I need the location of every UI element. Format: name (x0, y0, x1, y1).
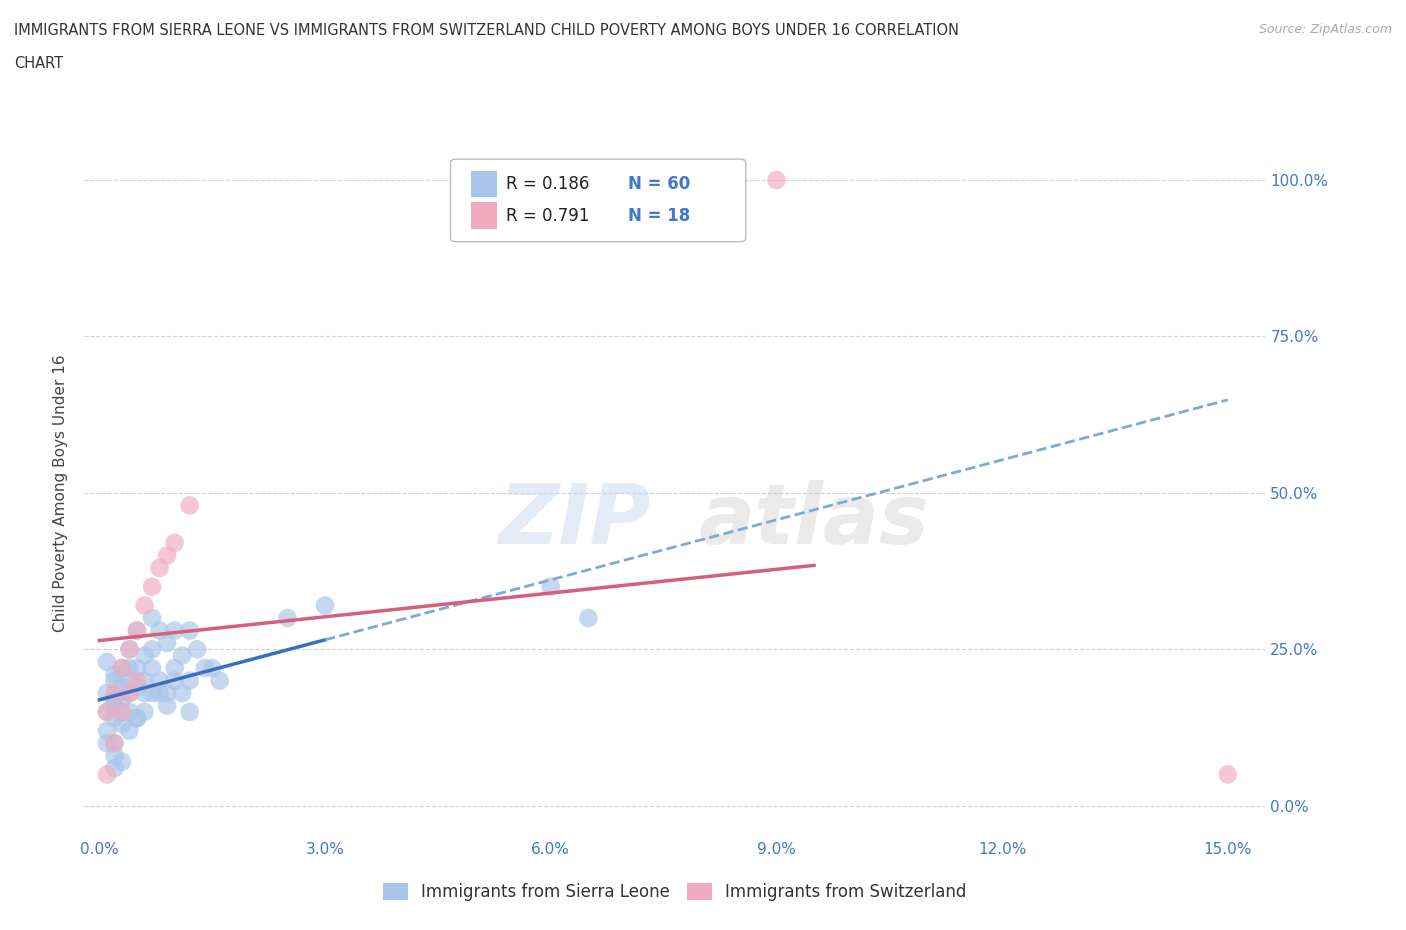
Point (125, 623, 148, 638)
Point (111, 660, 134, 675)
FancyBboxPatch shape (450, 159, 745, 242)
Point (149, 561, 172, 576)
Point (179, 623, 201, 638)
Text: ZIP: ZIP (499, 480, 651, 561)
Point (201, 660, 224, 675)
Point (149, 623, 172, 638)
Point (96, 655, 118, 670)
Point (125, 673, 148, 688)
Point (103, 749, 125, 764)
Point (111, 704, 134, 719)
Point (134, 685, 156, 700)
Text: Source: ZipAtlas.com: Source: ZipAtlas.com (1258, 23, 1392, 36)
Point (134, 598, 156, 613)
Point (163, 623, 186, 638)
Y-axis label: Child Poverty Among Boys Under 16: Child Poverty Among Boys Under 16 (53, 354, 69, 631)
Point (118, 642, 141, 657)
Point (96, 767, 118, 782)
Point (118, 724, 141, 738)
Point (103, 673, 125, 688)
Point (111, 660, 134, 675)
Point (179, 704, 201, 719)
Point (96, 724, 118, 738)
Text: N = 18: N = 18 (627, 206, 690, 224)
Text: IMMIGRANTS FROM SIERRA LEONE VS IMMIGRANTS FROM SWITZERLAND CHILD POVERTY AMONG : IMMIGRANTS FROM SIERRA LEONE VS IMMIGRAN… (14, 23, 959, 38)
Point (111, 717, 134, 732)
Point (163, 673, 186, 688)
Point (96, 704, 118, 719)
Point (125, 660, 148, 675)
Point (765, 173, 787, 188)
Point (125, 711, 148, 725)
Point (118, 660, 141, 675)
Point (1216, 767, 1239, 782)
Point (96, 736, 118, 751)
Point (208, 673, 231, 688)
Point (111, 692, 134, 707)
Point (134, 673, 156, 688)
Point (111, 754, 134, 769)
Point (156, 685, 179, 700)
Point (576, 611, 599, 626)
Text: atlas: atlas (699, 480, 929, 561)
Point (149, 685, 172, 700)
Point (141, 642, 163, 657)
Text: N = 60: N = 60 (627, 175, 690, 193)
Point (96, 685, 118, 700)
FancyBboxPatch shape (471, 171, 496, 197)
Point (172, 648, 194, 663)
Point (103, 736, 125, 751)
Point (125, 623, 148, 638)
Point (163, 536, 186, 551)
Point (125, 711, 148, 725)
Point (103, 736, 125, 751)
Point (156, 548, 179, 563)
Point (156, 698, 179, 713)
Point (172, 685, 194, 700)
Point (125, 680, 148, 695)
Point (141, 579, 163, 594)
Point (103, 761, 125, 776)
Point (141, 611, 163, 626)
Text: CHART: CHART (14, 56, 63, 71)
Text: R = 0.186: R = 0.186 (506, 175, 589, 193)
Point (103, 685, 125, 700)
Text: R = 0.791: R = 0.791 (506, 206, 589, 224)
Point (156, 635, 179, 650)
Point (194, 660, 217, 675)
Point (186, 642, 208, 657)
Point (118, 685, 141, 700)
Legend: Immigrants from Sierra Leone, Immigrants from Switzerland: Immigrants from Sierra Leone, Immigrants… (377, 876, 973, 908)
FancyBboxPatch shape (471, 203, 496, 229)
Point (134, 648, 156, 663)
Point (134, 704, 156, 719)
Point (111, 704, 134, 719)
Point (179, 673, 201, 688)
Point (103, 698, 125, 713)
Point (103, 711, 125, 725)
Point (540, 579, 562, 594)
Point (149, 673, 172, 688)
Point (96, 704, 118, 719)
Point (179, 498, 201, 512)
Point (118, 642, 141, 657)
Point (163, 660, 186, 675)
Point (276, 611, 298, 626)
Point (314, 598, 336, 613)
Point (118, 685, 141, 700)
Point (141, 685, 163, 700)
Point (118, 673, 141, 688)
Point (103, 667, 125, 682)
Point (111, 680, 134, 695)
Point (141, 660, 163, 675)
Point (118, 704, 141, 719)
Point (103, 692, 125, 707)
